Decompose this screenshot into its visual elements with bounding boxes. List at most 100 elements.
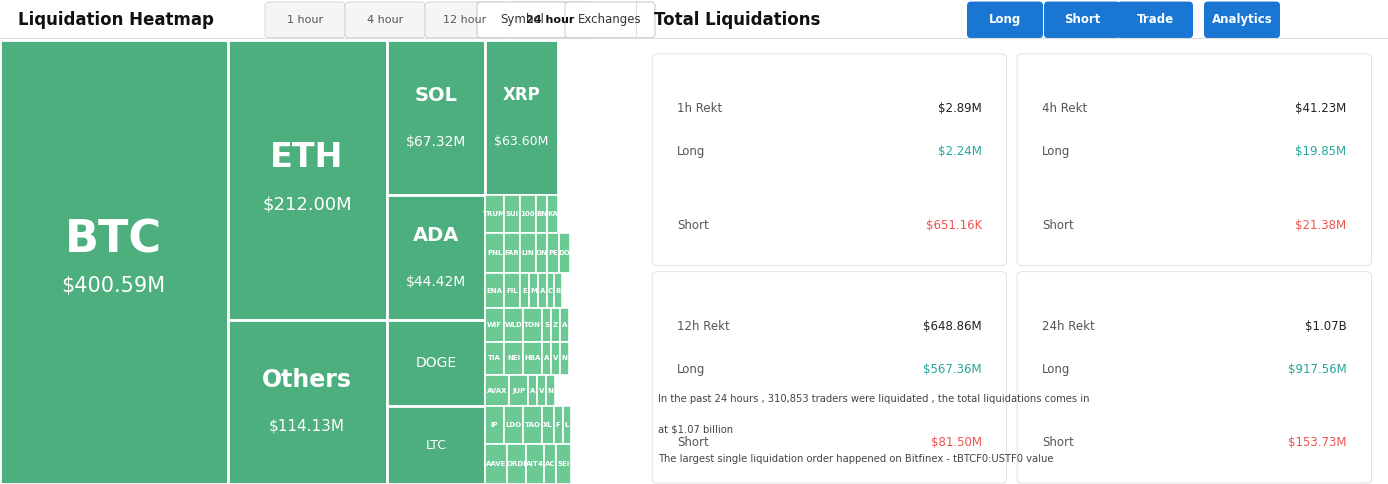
Text: WLD: WLD [505,322,523,328]
Text: Long: Long [1042,363,1070,376]
Text: 12 hour: 12 hour [443,15,487,25]
Text: The largest single liquidation order happened on Bitfinex - tBTCF0:USTF0 value: The largest single liquidation order hap… [658,454,1053,465]
Text: TON: TON [525,322,541,328]
Text: XRP: XRP [502,86,540,104]
Text: LIN: LIN [522,250,534,256]
Bar [484,273,504,308]
Bar [554,406,562,444]
Bar [523,406,543,444]
Text: $917.56M: $917.56M [1288,363,1346,376]
Text: LDO: LDO [505,422,522,428]
Bar [559,233,570,273]
Text: XL: XL [543,422,552,428]
Text: L: L [565,422,569,428]
FancyBboxPatch shape [652,54,1006,265]
Text: SEI: SEI [557,461,569,467]
Text: 24h Rekt: 24h Rekt [1042,319,1095,333]
Bar [547,233,559,273]
FancyBboxPatch shape [967,1,1042,38]
Text: M: M [530,287,537,294]
Bar [386,406,484,484]
Text: A: A [544,355,550,362]
FancyBboxPatch shape [425,2,505,38]
Bar [504,308,523,342]
Text: $114.13M: $114.13M [269,419,346,434]
Text: NEI: NEI [507,355,520,362]
Text: 12h Rekt: 12h Rekt [677,319,730,333]
Text: AAVE: AAVE [486,461,507,467]
Text: S: S [544,322,550,328]
Text: Short: Short [1042,436,1074,449]
Text: 1 hour: 1 hour [287,15,323,25]
Bar [507,444,526,484]
FancyBboxPatch shape [1017,54,1371,265]
Text: $21.38M: $21.38M [1295,219,1346,231]
Text: Long: Long [988,14,1022,26]
Bar [537,375,545,406]
FancyBboxPatch shape [509,2,590,38]
FancyBboxPatch shape [1203,1,1280,38]
Text: 4 hour: 4 hour [366,15,403,25]
Text: Short: Short [1063,14,1101,26]
Text: $67.32M: $67.32M [405,135,466,149]
Bar [386,40,484,195]
Bar [547,195,558,233]
Text: SUI: SUI [505,211,519,217]
Text: $41.23M: $41.23M [1295,102,1346,115]
Text: DO: DO [558,250,570,256]
Bar [559,308,569,342]
Text: LTC: LTC [425,439,447,452]
Bar [554,273,562,308]
Text: C: C [548,287,552,294]
Bar [543,342,551,375]
Text: $44.42M: $44.42M [405,275,466,289]
Text: Liquidation Heatmap: Liquidation Heatmap [18,11,214,29]
Text: ON: ON [536,250,547,256]
Text: Long: Long [677,145,705,158]
Text: In the past 24 hours , 310,853 traders were liquidated , the total liquidations : In the past 24 hours , 310,853 traders w… [658,394,1090,404]
Bar [504,233,520,273]
Text: 1h Rekt: 1h Rekt [677,102,722,115]
Text: TIA: TIA [489,355,501,362]
Bar [523,308,543,342]
Text: 24 hour: 24 hour [526,15,575,25]
Text: $81.50M: $81.50M [931,436,981,449]
Text: Analytics: Analytics [1212,14,1273,26]
FancyBboxPatch shape [565,2,655,38]
Text: Exchanges: Exchanges [579,14,641,26]
Text: $648.86M: $648.86M [923,319,981,333]
Text: Z: Z [552,322,558,328]
Text: TAO: TAO [525,422,541,428]
Text: BN: BN [536,211,547,217]
Text: AVAX: AVAX [487,388,508,393]
Text: ADA: ADA [412,226,459,245]
Bar [509,375,529,406]
FancyBboxPatch shape [652,272,1006,483]
Bar [529,375,537,406]
Bar [547,273,554,308]
Text: V: V [539,388,544,393]
Bar [543,308,551,342]
Bar [484,233,504,273]
FancyBboxPatch shape [477,2,568,38]
Text: $2.89M: $2.89M [938,102,981,115]
Bar [526,444,544,484]
Text: F: F [555,422,561,428]
Text: B: B [555,287,561,294]
Text: BTC: BTC [65,218,162,261]
Bar [0,40,228,484]
Text: ENA: ENA [487,287,502,294]
Text: FIL: FIL [507,287,518,294]
Bar [559,342,569,375]
Text: SOL: SOL [414,86,457,105]
Bar [551,308,559,342]
Text: N: N [548,388,554,393]
Text: WIF: WIF [487,322,502,328]
Text: DOGE: DOGE [415,356,457,370]
Text: $400.59M: $400.59M [61,276,165,296]
FancyBboxPatch shape [346,2,425,38]
Bar [520,273,529,308]
Text: N: N [562,355,568,362]
Text: A: A [540,287,545,294]
Text: PNL: PNL [487,250,502,256]
